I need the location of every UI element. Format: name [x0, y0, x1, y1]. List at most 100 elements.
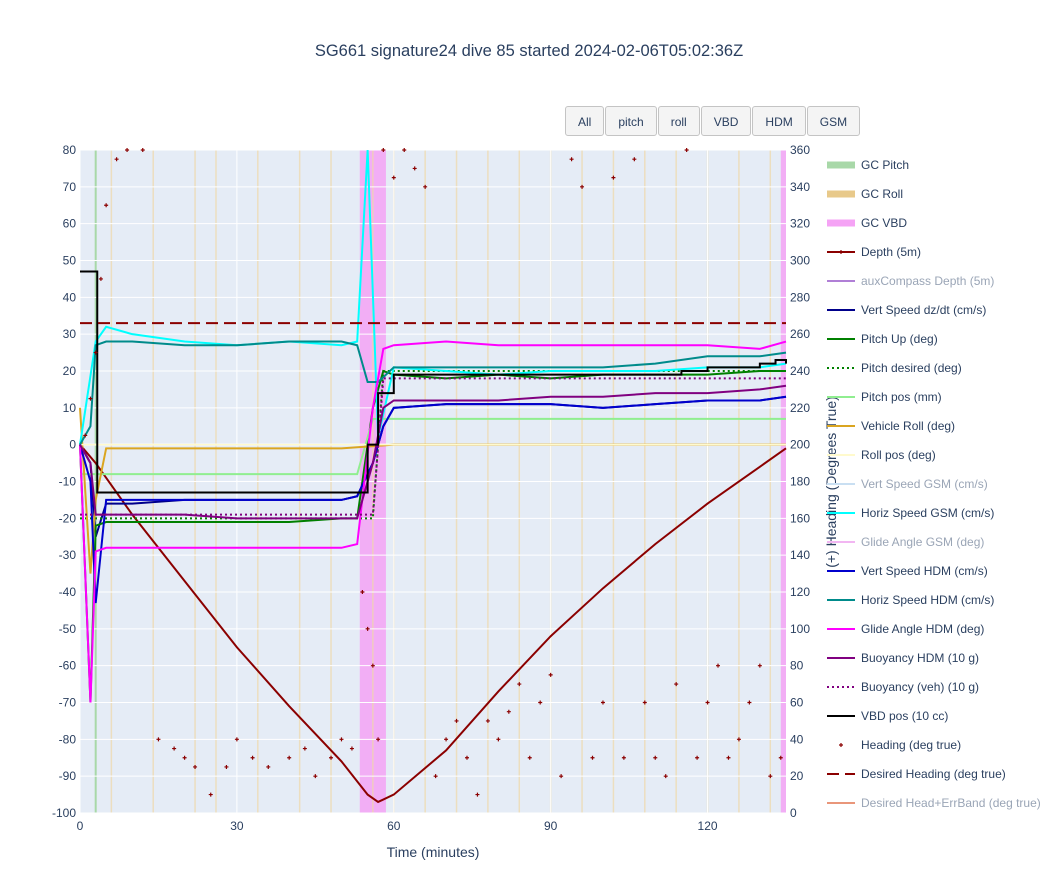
button-pitch[interactable]: pitch — [605, 106, 657, 136]
button-gsm[interactable]: GSM — [806, 106, 861, 136]
heading-deg-true-markers[interactable] — [83, 148, 783, 797]
heading-point — [569, 157, 574, 162]
y2-tick-label: 280 — [790, 290, 810, 304]
pitch-pos-mm-line[interactable] — [80, 417, 786, 476]
y2-tick-label: 220 — [790, 401, 810, 415]
legend-item-horiz-speed-gsm-cm-s[interactable]: Horiz Speed GSM (cm/s) — [827, 506, 994, 520]
y-tick-label: 50 — [63, 254, 77, 268]
y-tick-label: 60 — [63, 217, 77, 231]
heading-point — [621, 755, 626, 760]
legend-item-depth-5m[interactable]: Depth (5m) — [827, 245, 921, 259]
legend-label: Pitch pos (mm) — [861, 390, 942, 404]
heading-point — [208, 792, 213, 797]
y2-tick-label: 260 — [790, 327, 810, 341]
legend-item-roll-pos-deg[interactable]: Roll pos (deg) — [827, 448, 936, 462]
button-roll[interactable]: roll — [657, 106, 700, 136]
x-tick-label: 60 — [387, 819, 401, 833]
pitch-desired-deg-line[interactable] — [80, 370, 786, 520]
heading-point — [93, 350, 98, 355]
heading-point — [156, 737, 161, 742]
legend-item-heading-deg-true[interactable]: Heading (deg true) — [839, 738, 961, 752]
y2-tick-label: 340 — [790, 180, 810, 194]
heading-point — [663, 774, 668, 779]
legend-item-gc-vbd[interactable]: GC VBD — [827, 216, 907, 230]
legend-item-buoyancy-veh-10-g[interactable]: Buoyancy (veh) (10 g) — [827, 680, 979, 694]
heading-point — [684, 148, 689, 152]
heading-point — [548, 672, 553, 677]
heading-point — [475, 792, 480, 797]
legend-label: Roll pos (deg) — [861, 448, 936, 462]
heading-point — [757, 663, 762, 668]
legend-item-gc-pitch[interactable]: GC Pitch — [827, 158, 909, 172]
button-hdm[interactable]: HDM — [752, 106, 806, 136]
heading-point — [88, 396, 93, 401]
legend-item-desired-heading-deg-true[interactable]: Desired Heading (deg true) — [827, 767, 1006, 781]
heading-point — [224, 764, 229, 769]
y-tick-label: -50 — [59, 622, 77, 636]
vbd-pos-10-cc-line[interactable] — [80, 270, 787, 494]
y2-tick-label: 40 — [790, 732, 804, 746]
legend-label: GC Pitch — [861, 158, 909, 172]
heading-point — [590, 755, 595, 760]
buoyancy-hdm-10-g-line[interactable] — [79, 384, 787, 520]
heading-point — [559, 774, 564, 779]
heading-point — [329, 755, 334, 760]
y2-tick-label: 360 — [790, 143, 810, 157]
legend-item-pitch-up-deg[interactable]: Pitch Up (deg) — [827, 332, 938, 346]
heading-point — [485, 718, 490, 723]
button-all[interactable]: All — [565, 106, 605, 136]
legend-label: Horiz Speed HDM (cm/s) — [861, 593, 994, 607]
legend-item-auxcompass-depth-5m[interactable]: auxCompass Depth (5m) — [827, 274, 994, 288]
y-tick-label: -10 — [59, 475, 77, 489]
heading-point — [349, 746, 354, 751]
heading-point — [370, 663, 375, 668]
heading-point — [266, 764, 271, 769]
horiz-speed-hdm-cm-s-line[interactable] — [79, 340, 787, 446]
buoyancy-veh-10-g-line[interactable] — [80, 377, 786, 516]
heading-point — [287, 755, 292, 760]
legend[interactable]: GC Pitch GC Roll GC VBD Depth (5m) auxCompas… — [827, 158, 1041, 810]
legend-item-glide-angle-hdm-deg[interactable]: Glide Angle HDM (deg) — [827, 622, 984, 636]
legend-item-pitch-pos-mm[interactable]: Pitch pos (mm) — [827, 390, 942, 404]
legend-item-pitch-desired-deg[interactable]: Pitch desired (deg) — [827, 361, 962, 375]
legend-item-vbd-pos-10-cc[interactable]: VBD pos (10 cc) — [827, 709, 948, 723]
legend-item-buoyancy-hdm-10-g[interactable]: Buoyancy HDM (10 g) — [827, 651, 979, 665]
heading-point — [506, 709, 511, 714]
legend-item-gc-roll[interactable]: GC Roll — [827, 187, 903, 201]
trace-toggle-buttons: All pitch roll VBD HDM GSM — [565, 106, 861, 136]
y2-tick-label: 140 — [790, 548, 810, 562]
glide-angle-hdm-deg-line[interactable] — [79, 340, 787, 703]
legend-label: Desired Head+ErrBand (deg true) — [861, 796, 1041, 810]
heading-point — [695, 755, 700, 760]
legend-item-vert-speed-dz-dt-cm-s[interactable]: Vert Speed dz/dt (cm/s) — [827, 303, 986, 317]
legend-label: Vert Speed GSM (cm/s) — [861, 477, 988, 491]
legend-label: Heading (deg true) — [861, 738, 961, 752]
heading-point — [250, 755, 255, 760]
legend-item-vert-speed-gsm-cm-s[interactable]: Vert Speed GSM (cm/s) — [827, 477, 988, 491]
heading-point — [736, 737, 741, 742]
horiz-speed-gsm-cm-s-line[interactable] — [79, 149, 787, 445]
legend-item-desired-head-errband-deg-true[interactable]: Desired Head+ErrBand (deg true) — [827, 796, 1041, 810]
legend-item-vert-speed-hdm-cm-s[interactable]: Vert Speed HDM (cm/s) — [827, 564, 988, 578]
heading-point — [193, 764, 198, 769]
legend-item-vehicle-roll-deg[interactable]: Vehicle Roll (deg) — [827, 419, 955, 433]
heading-point — [768, 774, 773, 779]
legend-label: Glide Angle HDM (deg) — [861, 622, 984, 636]
button-vbd[interactable]: VBD — [700, 106, 752, 136]
heading-point — [234, 737, 239, 742]
heading-point — [454, 718, 459, 723]
heading-point — [125, 148, 130, 152]
heading-point — [360, 590, 365, 594]
series[interactable] — [79, 148, 787, 804]
axes: 80706050403020100-10-20-30-40-50-60-70-8… — [52, 143, 810, 833]
legend-item-horiz-speed-hdm-cm-s[interactable]: Horiz Speed HDM (cm/s) — [827, 593, 994, 607]
legend-item-glide-angle-gsm-deg[interactable]: Glide Angle GSM (deg) — [827, 535, 984, 549]
y-tick-label: 30 — [63, 327, 77, 341]
heading-point — [705, 700, 710, 705]
y-tick-label: 0 — [69, 438, 76, 452]
depth-5m-line[interactable] — [79, 444, 787, 804]
heading-point — [313, 774, 318, 779]
legend-label: Pitch Up (deg) — [861, 332, 938, 346]
heading-point — [653, 755, 658, 760]
